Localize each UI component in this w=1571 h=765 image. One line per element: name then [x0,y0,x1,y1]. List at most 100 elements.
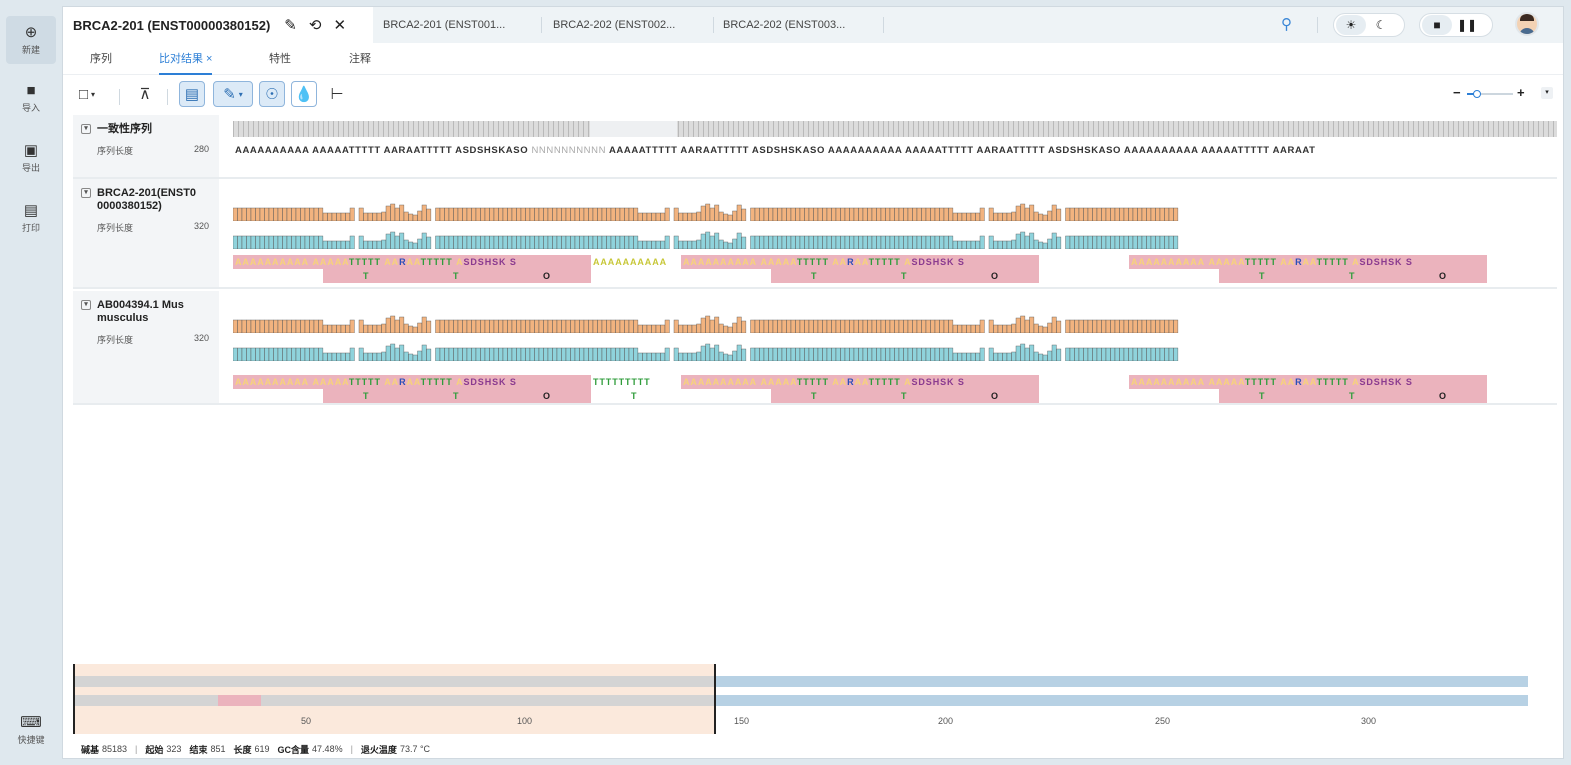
length-value: 280 [193,144,209,154]
sequence-sub-letter: O [991,391,999,401]
track-header: ▾ AB004394.1 Mus musculus 序列长度 320 [73,291,219,403]
zoom-menu-icon[interactable]: ▾ [1541,87,1553,99]
left-sidebar: ⊕ 新建 ■ 导入 ▣ 导出 ▤ 打印 ⌨ 快捷键 [0,0,62,765]
moon-icon[interactable]: ☾ [1375,18,1387,32]
tab-divider [1317,17,1318,33]
sequence-block-sub [323,389,591,403]
axis-tick: 50 [301,716,312,726]
import-button[interactable]: ■ 导入 [6,74,56,122]
target-icon[interactable]: ☉ [259,81,285,107]
selection-left-handle[interactable] [73,664,75,734]
tab-label: BRCA2-201 (ENST001... [383,19,506,31]
print-button[interactable]: ▤ 打印 [6,194,56,242]
export-label: 导出 [21,163,40,173]
rename-icon[interactable]: ✎ [284,17,297,34]
overview-navigator[interactable]: 50 100 150 200 250 300 [73,664,1528,734]
axis-icon[interactable]: ⊢ [330,86,344,103]
single-view-icon[interactable]: ■ [1422,15,1452,35]
sequence-sub-letter: O [991,271,999,281]
overview-mismatch [218,695,261,706]
gap-sequence-text: TTTTTTTTT [593,377,651,387]
expand-toggle[interactable]: ▾ [81,124,91,134]
tab-document-4[interactable]: BRCA2-202 (ENST003... [713,7,883,43]
sequence-block [1129,375,1487,389]
tab-document-2[interactable]: BRCA2-201 (ENST001... [373,7,543,43]
document-tab-bar: BRCA2-201 (ENST00000380152) ✎ ⟲ ✕ BRCA2-… [63,7,1563,43]
sequence-block-sub [1219,389,1487,403]
avatar[interactable] [1515,12,1539,36]
stack-view-icon[interactable]: ▤ [179,81,205,107]
sequence-block-sub [771,389,1039,403]
new-button[interactable]: ⊕ 新建 [6,16,56,64]
avatar-hair [1520,14,1534,21]
tab-alignment-results[interactable]: 比对结果 × [159,43,213,75]
sun-icon[interactable]: ☀ [1336,15,1366,35]
sequence-row: AAAAAAAAAA AAAAATTTTT AARAATTTTT ASDSHSK… [233,255,1563,283]
sequence-block-sub [323,269,591,283]
consensus-track: ▾ 一致性序列 序列长度 280 AAAAAAAAAA AAAAATTTTT AAR… [73,115,1563,179]
quality-wave-orange [233,203,1563,221]
vertical-scrollbar[interactable] [1557,115,1563,665]
theme-toggle[interactable]: ☀ ☾ [1333,13,1405,37]
gc-label: GC含量 [277,744,310,755]
track-title: BRCA2-201(ENST0 0000380152) [97,187,197,212]
shortcut-label: 快捷键 [17,735,45,745]
collapse-icon[interactable]: ⊼ [139,86,151,103]
tab-annotations[interactable]: 注释 [349,53,371,65]
tab-sequence[interactable]: 序列 [90,53,112,65]
expand-toggle[interactable]: ▾ [81,300,91,310]
sequence-sub-letter: T [1259,271,1266,281]
shortcut-button[interactable]: ⌨ 快捷键 [6,706,56,754]
start-label: 起始 [145,744,164,755]
drop-icon[interactable]: 💧 [291,81,317,107]
bases-value: 85183 [102,744,128,754]
sequence-block-sub [771,269,1039,283]
export-button[interactable]: ▣ 导出 [6,134,56,182]
consensus-coverage-bar [233,121,1563,137]
zoom-slider[interactable]: − + ▾ [1453,85,1553,101]
consensus-seq-b: AAAAATTTTT AARAATTTTT ASDSHSKASO AAAAAAA… [608,145,1316,156]
tab-label: BRCA2-202 (ENST003... [723,19,846,31]
toolbar-divider [119,89,120,105]
expand-toggle[interactable]: ▾ [81,188,91,198]
layout-toggle[interactable]: ■ ❚❚ [1419,13,1493,37]
sequence-block-sub [1219,269,1487,283]
length-label: 序列长度 [97,335,134,345]
sequence-sub-letter: T [901,271,908,281]
consensus-seq-gap: NNNNNNNNNN [531,145,607,156]
track-title: 一致性序列 [97,123,152,135]
sequence-row: AAAAAAAAAA AAAAATTTTT AARAATTTTT ASDSHSK… [233,375,1563,403]
zoom-fill [1467,93,1474,95]
sequence-sub-letter: O [1439,391,1447,401]
active-tab-title: BRCA2-201 (ENST00000380152) [73,17,271,33]
sequence-block-text: AAAAAAAAAA AAAAATTTTT AARAATTTTT ASDSHSK… [235,257,517,267]
search-icon[interactable]: ⚲ [1281,16,1292,33]
zoom-in-icon[interactable]: + [1517,85,1525,100]
sequence-sub-letter: T [901,391,908,401]
plus-circle-icon: ⊕ [24,24,38,41]
end-value: 851 [210,744,226,754]
history-icon[interactable]: ⟲ [308,17,322,34]
tab-active-document[interactable]: BRCA2-201 (ENST00000380152) ✎ ⟲ ✕ [63,7,373,43]
zoom-handle[interactable] [1473,90,1481,98]
alignment-view: ▾ 一致性序列 序列长度 280 AAAAAAAAAA AAAAATTTTT AAR… [73,115,1563,405]
sequence-block [681,255,1039,269]
selection-right-handle[interactable] [714,664,716,734]
main-panel: BRCA2-201 (ENST00000380152) ✎ ⟲ ✕ BRCA2-… [62,6,1564,759]
sequence-block-text: AAAAAAAAAA AAAAATTTTT AARAATTTTT ASDSHSK… [683,257,965,267]
close-icon[interactable]: ✕ [333,17,347,34]
split-view-icon[interactable]: ❚❚ [1456,18,1478,32]
new-file-dropdown-icon[interactable]: □ ▾ [78,85,96,103]
sequence-sub-letter: T [453,271,460,281]
sequence-track-mus: ▾ AB004394.1 Mus musculus 序列长度 320 AAAAAAA… [73,291,1563,405]
ruler-dropdown-icon[interactable]: ✎ ▾ [213,81,253,107]
zoom-out-icon[interactable]: − [1453,85,1461,100]
tab-document-3[interactable]: BRCA2-202 (ENST002... [543,7,713,43]
tab-features[interactable]: 特性 [269,53,291,65]
tab-divider [713,17,714,33]
divider: | [135,744,138,754]
track-body: AAAAAAAAAA AAAAATTTTT AARAATTTTT ASDSHSK… [219,291,1563,403]
length-label: 序列长度 [97,223,134,233]
view-subtabs: 序列 比对结果 × 特性 注释 [63,43,1563,75]
end-label: 结束 [189,744,208,755]
